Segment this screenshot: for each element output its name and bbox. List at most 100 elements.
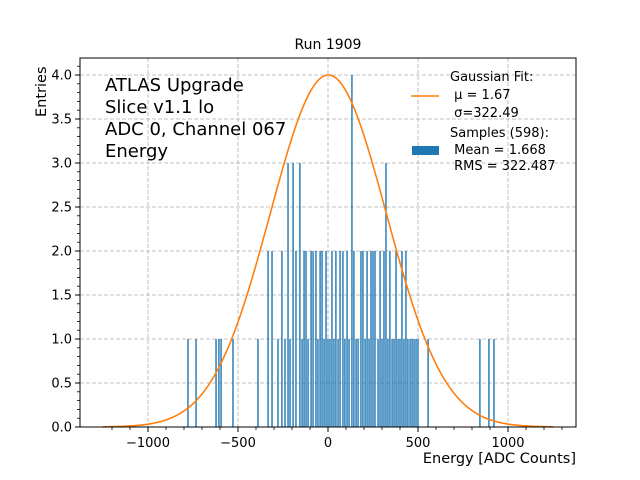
histogram-bar (257, 339, 259, 427)
x-tick-label: 1000 (491, 436, 524, 451)
annotation-line: Slice v1.1 lo (105, 97, 214, 118)
histogram-bar (339, 251, 341, 427)
histogram-bar (271, 251, 273, 427)
histogram-bar (218, 339, 220, 427)
histogram-bars (187, 75, 495, 427)
histogram-bar (413, 339, 415, 427)
histogram-bar (405, 251, 407, 427)
histogram-bar (289, 339, 291, 427)
y-tick-label: 2.0 (51, 245, 72, 260)
histogram-bar (305, 251, 307, 427)
histogram-bar (383, 251, 385, 427)
y-tick-label: 0.5 (51, 377, 72, 392)
histogram-bar (267, 251, 269, 427)
histogram-bar (391, 339, 393, 427)
histogram-bar (335, 251, 337, 427)
histogram-bar (310, 251, 312, 427)
histogram-bar (493, 339, 495, 427)
legend-fit-mu: μ = 1.67 (450, 88, 511, 103)
y-tick-label: 0.0 (51, 421, 72, 436)
histogram-bar (303, 251, 305, 427)
histogram-bar (344, 339, 346, 427)
histogram-bar (287, 163, 289, 427)
x-tick-label: −1000 (126, 436, 170, 451)
histogram-bar (370, 251, 372, 427)
histogram-bar (329, 339, 331, 427)
y-tick-label: 2.5 (51, 201, 72, 216)
histogram-bar (348, 339, 350, 427)
histogram-bar (362, 251, 364, 427)
legend-samples-rms: RMS = 322.487 (450, 159, 556, 174)
histogram-bar (327, 339, 329, 427)
x-axis: −1000 −500 0 500 1000 (111, 427, 563, 451)
histogram-bar (399, 339, 401, 427)
histogram-bar (357, 339, 359, 427)
histogram-bar (397, 339, 399, 427)
histogram-bar (299, 163, 301, 427)
histogram-bar (415, 339, 417, 427)
histogram-bar (364, 339, 366, 427)
histogram-bar (377, 339, 379, 427)
histogram-bar (353, 251, 355, 427)
chart-title: Run 1909 (295, 37, 362, 53)
histogram-bar (307, 339, 309, 427)
x-tick-label: −500 (220, 436, 256, 451)
histogram-bar (368, 339, 370, 427)
x-tick-label: 0 (324, 436, 332, 451)
histogram-bar (401, 251, 403, 427)
gaussian-fit-curve (102, 74, 554, 428)
histogram-bar (366, 251, 368, 427)
histogram-bar (374, 251, 376, 427)
histogram-bar (372, 251, 374, 427)
histogram-bar (315, 251, 317, 427)
histogram-bar (403, 339, 405, 427)
y-tick-label: 1.0 (51, 333, 72, 348)
annotation-line: Energy (105, 141, 168, 162)
legend-fit-sigma: σ=322.49 (450, 106, 519, 121)
histogram-bar (417, 339, 419, 427)
x-axis-label: Energy [ADC Counts] (423, 451, 576, 467)
y-tick-label: 3.0 (51, 157, 72, 172)
histogram-bar (331, 251, 333, 427)
histogram-bar (381, 339, 383, 427)
histogram-bar (409, 339, 411, 427)
annotation-line: ATLAS Upgrade (105, 75, 244, 96)
histogram-bar (301, 339, 303, 427)
histogram-bar (479, 339, 481, 427)
legend-samples-label: Samples (598): (450, 126, 549, 141)
histogram-bar (379, 251, 381, 427)
histogram-bar (337, 339, 339, 427)
legend-samples-mean: Mean = 1.668 (450, 143, 546, 158)
histogram-bar (346, 251, 348, 427)
histogram-bar (323, 339, 325, 427)
histogram-bar (333, 339, 335, 427)
histogram-bar (351, 75, 353, 427)
histogram-bar (342, 251, 344, 427)
histogram-bar (215, 339, 217, 427)
histogram-bar (321, 251, 323, 427)
histogram-bar (385, 163, 387, 427)
annotation-block: ATLAS Upgrade Slice v1.1 lo ADC 0, Chann… (105, 75, 286, 162)
histogram-bar (411, 339, 413, 427)
histogram-bar (220, 339, 222, 427)
histogram-bar (319, 251, 321, 427)
histogram-bar (395, 251, 397, 427)
histogram-bar (277, 339, 279, 427)
histogram-bar (427, 339, 429, 427)
histogram-bar (312, 251, 314, 427)
histogram-bar (360, 251, 362, 427)
histogram-bar (281, 251, 283, 427)
histogram-bar (355, 339, 357, 427)
histogram-bar (488, 339, 490, 427)
histogram-bar (295, 251, 297, 427)
y-tick-label: 3.5 (51, 113, 72, 128)
legend-samples-swatch (412, 146, 439, 155)
legend-fit-label: Gaussian Fit: (450, 70, 533, 85)
histogram-bar (292, 163, 294, 427)
histogram-bar (389, 251, 391, 427)
histogram-bar (317, 339, 319, 427)
histogram-bar (387, 339, 389, 427)
annotation-line: ADC 0, Channel 067 (105, 119, 286, 140)
histogram-bar (407, 339, 409, 427)
